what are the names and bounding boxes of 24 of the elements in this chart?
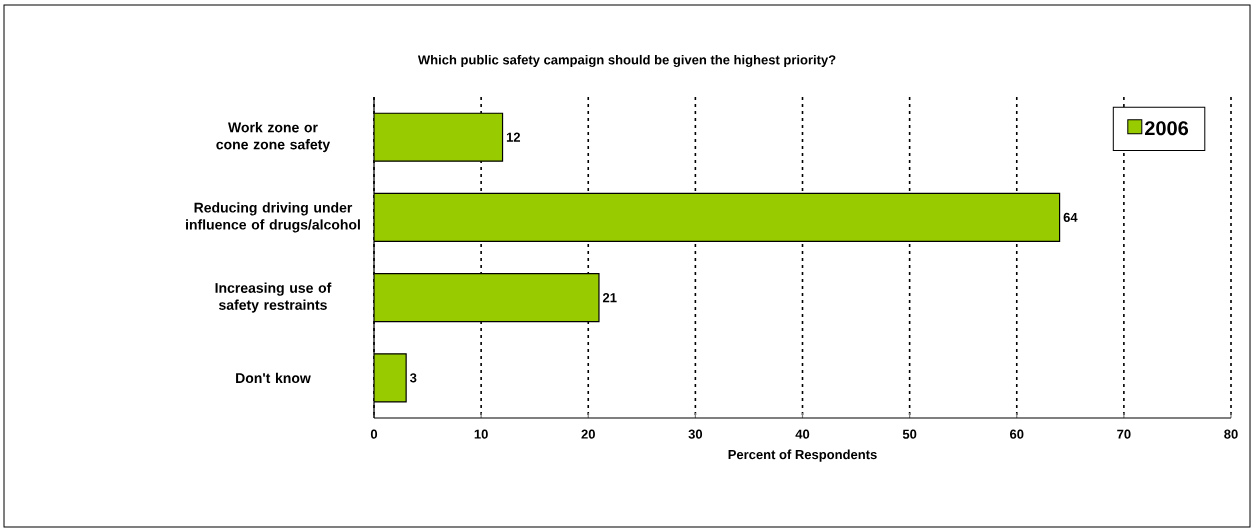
x-tick-label: 50 xyxy=(902,429,917,439)
x-tick-label: 30 xyxy=(688,429,703,439)
legend-label: 2006 xyxy=(1144,121,1189,136)
x-tick-label: 10 xyxy=(474,429,488,439)
bar xyxy=(374,353,407,403)
chart-title: Which public safety campaign should be given the highest priority? xyxy=(417,54,836,68)
data-label: 64 xyxy=(1063,212,1078,222)
data-label: 3 xyxy=(409,373,417,383)
bar xyxy=(374,192,1061,243)
x-tick-label: 40 xyxy=(795,429,810,439)
y-tick-label: Don't know xyxy=(236,372,311,384)
x-axis-title: Percent of Respondents xyxy=(728,449,877,462)
bar xyxy=(374,272,600,323)
data-label: 12 xyxy=(506,132,521,142)
x-tick-label: 0 xyxy=(370,429,378,439)
x-tick-label: 80 xyxy=(1224,429,1238,439)
x-tick-label: 60 xyxy=(1009,429,1024,439)
y-tick-label: Work zone or cone zone safety xyxy=(216,122,331,153)
data-label: 21 xyxy=(602,293,617,303)
bar xyxy=(374,112,504,162)
y-tick-label: Increasing use of safety restraints xyxy=(215,282,332,313)
y-tick-label: Reducing driving under influence of drugs/alcohol xyxy=(186,202,360,233)
x-tick-label: 20 xyxy=(581,429,595,439)
x-tick-label: 70 xyxy=(1117,429,1131,439)
